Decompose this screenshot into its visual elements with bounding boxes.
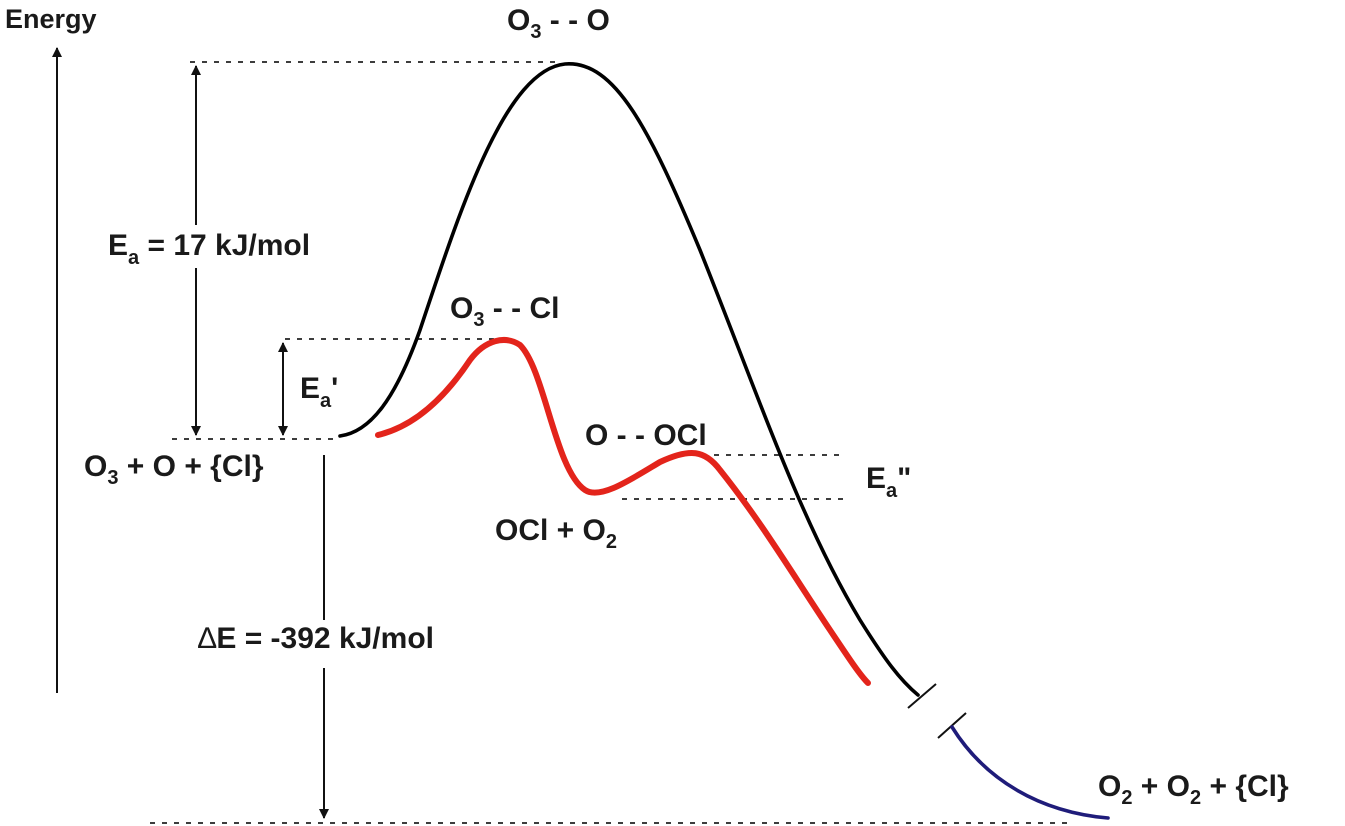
delta-e-label: ∆E = -392 kJ/mol xyxy=(198,622,434,655)
catalyzed-curve xyxy=(375,337,871,686)
ts-uncatalyzed-label: O3 - - O xyxy=(507,4,610,43)
energy-axis-label: Energy xyxy=(5,4,97,34)
ea2-label: Ea" xyxy=(866,462,911,502)
product-tail-curve xyxy=(950,725,1110,820)
ea-label: Ea = 17 kJ/mol xyxy=(108,229,310,269)
axis-break-mark-1 xyxy=(907,683,937,709)
ts-catalyzed-label: O3 - - Cl xyxy=(450,292,559,331)
products-label: O2 + O2 + {Cl} xyxy=(1098,770,1289,809)
intermediate-label: OCl + O2 xyxy=(495,514,617,553)
ts2-label: O - - OCl xyxy=(585,419,707,452)
ea1-label: Ea' xyxy=(300,372,338,412)
uncatalyzed-curve xyxy=(338,62,920,697)
reactants-label: O3 + O + {Cl} xyxy=(84,450,264,489)
